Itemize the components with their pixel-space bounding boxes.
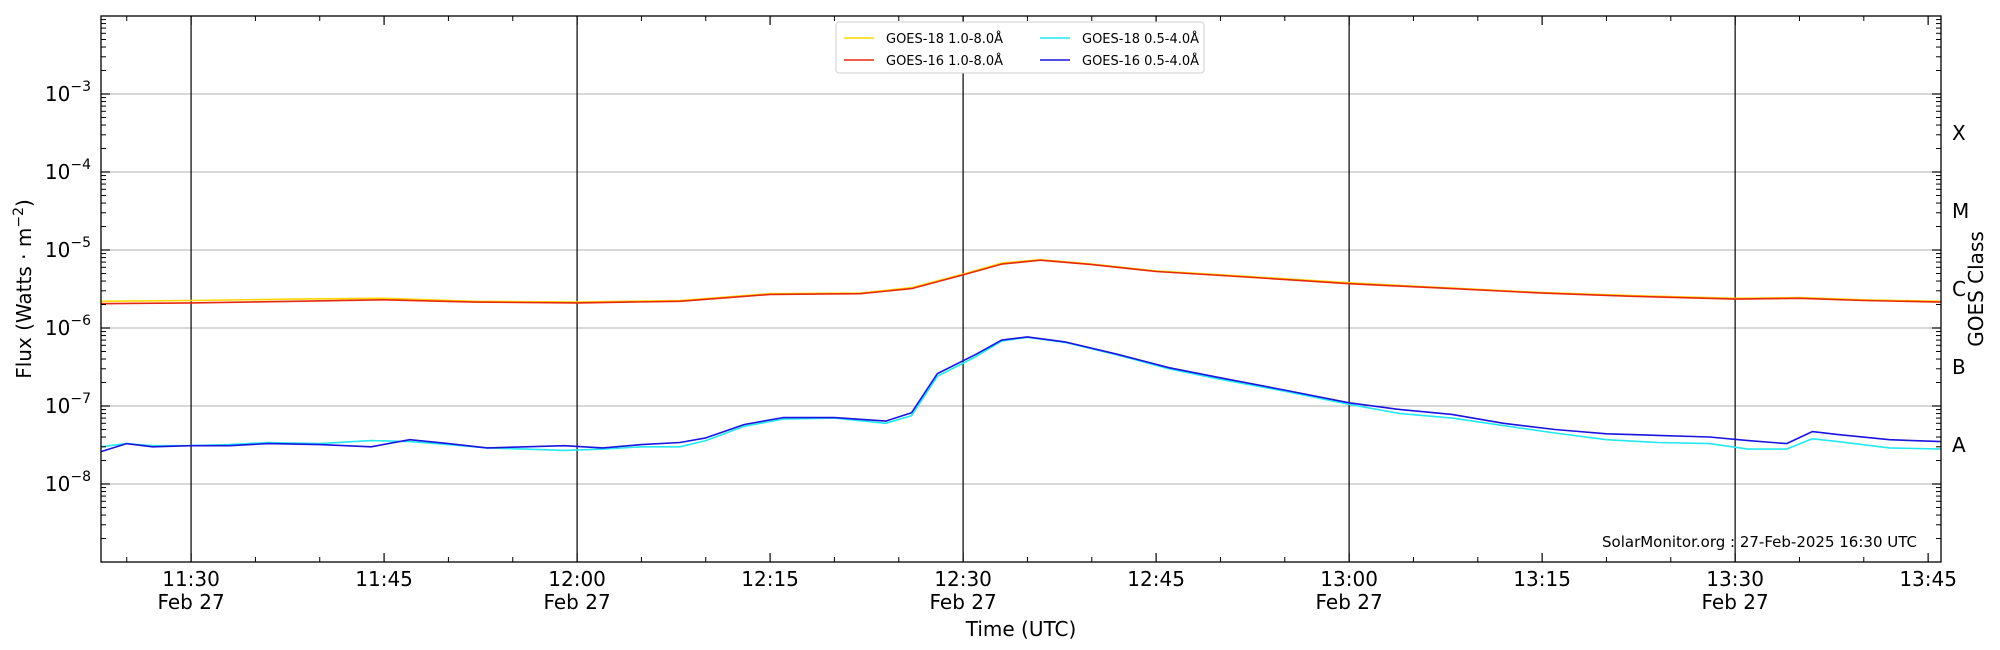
x-tick-label: 12:15 xyxy=(741,567,799,591)
y-tick-exponent: −8 xyxy=(70,469,91,485)
y-tick-label: 10−5 xyxy=(45,235,91,262)
legend-entry: GOES-18 1.0-8.0Å xyxy=(886,31,1003,47)
y-tick-label: 10−6 xyxy=(45,313,91,340)
series-line xyxy=(100,258,1942,303)
vertical-markers xyxy=(190,16,1736,562)
legend-entry: GOES-16 0.5-4.0Å xyxy=(1082,53,1199,69)
goes-class-label: A xyxy=(1952,433,1966,457)
x-tick-label: 11:30 xyxy=(162,567,220,591)
legend-box xyxy=(835,21,1205,74)
y-tick-label: 10−7 xyxy=(45,391,91,418)
x-tick-date-label: Feb 27 xyxy=(157,590,224,614)
y-tick-label: 10−8 xyxy=(45,469,91,496)
x-tick-date-label: Feb 27 xyxy=(1316,590,1383,614)
goes-class-axis-title: GOES Class xyxy=(1964,231,1988,347)
legend-entry: GOES-16 1.0-8.0Å xyxy=(886,53,1003,69)
goes-class-label: X xyxy=(1952,121,1966,145)
x-axis-title: Time (UTC) xyxy=(965,617,1077,641)
grid-lines xyxy=(101,93,1941,485)
goes-class-label: B xyxy=(1952,355,1966,379)
legend-entry: GOES-18 0.5-4.0Å xyxy=(1082,31,1199,47)
x-tick-label: 11:45 xyxy=(355,567,413,591)
series-lines xyxy=(100,258,1942,453)
credit-label: SolarMonitor.org : 27-Feb-2025 16:30 UTC xyxy=(1602,533,1917,551)
x-tick-date-label: Feb 27 xyxy=(543,590,610,614)
x-tick-date-label: Feb 27 xyxy=(1702,590,1769,614)
goes-class-label: M xyxy=(1952,199,1969,223)
y-tick-label: 10−3 xyxy=(45,79,91,106)
goes-class-label: C xyxy=(1952,277,1966,301)
y-axis-title-sup: −2 xyxy=(11,207,27,228)
y-tick-mantissa: 10 xyxy=(45,82,70,106)
y-tick-exponent: −3 xyxy=(70,79,91,95)
y-tick-mantissa: 10 xyxy=(45,160,70,184)
y-tick-exponent: −6 xyxy=(70,313,91,329)
series-line xyxy=(100,336,1942,453)
y-tick-mantissa: 10 xyxy=(45,316,70,340)
y-tick-exponent: −5 xyxy=(70,235,91,251)
x-tick-date-label: Feb 27 xyxy=(929,590,996,614)
y-axis-title: Flux (Watts · m−2) xyxy=(11,199,36,379)
x-tick-label: 13:00 xyxy=(1320,567,1378,591)
y-tick-exponent: −7 xyxy=(70,391,91,407)
y-axis-title-main: Flux (Watts · m xyxy=(12,228,36,379)
x-tick-label: 13:30 xyxy=(1706,567,1764,591)
plot-area xyxy=(100,15,1942,563)
series-line xyxy=(100,259,1942,305)
x-tick-label: 12:45 xyxy=(1127,567,1185,591)
x-tick-label: 13:45 xyxy=(1899,567,1957,591)
legend: GOES-18 1.0-8.0Å GOES-16 1.0-8.0Å GOES-18 … xyxy=(835,21,1205,74)
y-tick-mantissa: 10 xyxy=(45,394,70,418)
y-axis: 10−810−710−610−510−410−3 xyxy=(45,19,1941,540)
series-line xyxy=(100,336,1942,452)
y-tick-mantissa: 10 xyxy=(45,238,70,262)
x-tick-label: 12:30 xyxy=(934,567,992,591)
x-tick-label: 13:15 xyxy=(1513,567,1571,591)
y-tick-mantissa: 10 xyxy=(45,472,70,496)
x-tick-label: 12:00 xyxy=(548,567,606,591)
plot-frame xyxy=(100,15,1942,563)
y-tick-exponent: −4 xyxy=(70,157,91,173)
y-tick-label: 10−4 xyxy=(45,157,91,184)
y-axis-title-close: ) xyxy=(12,199,36,207)
goes-class-axis: A B C M X xyxy=(1952,121,1969,457)
